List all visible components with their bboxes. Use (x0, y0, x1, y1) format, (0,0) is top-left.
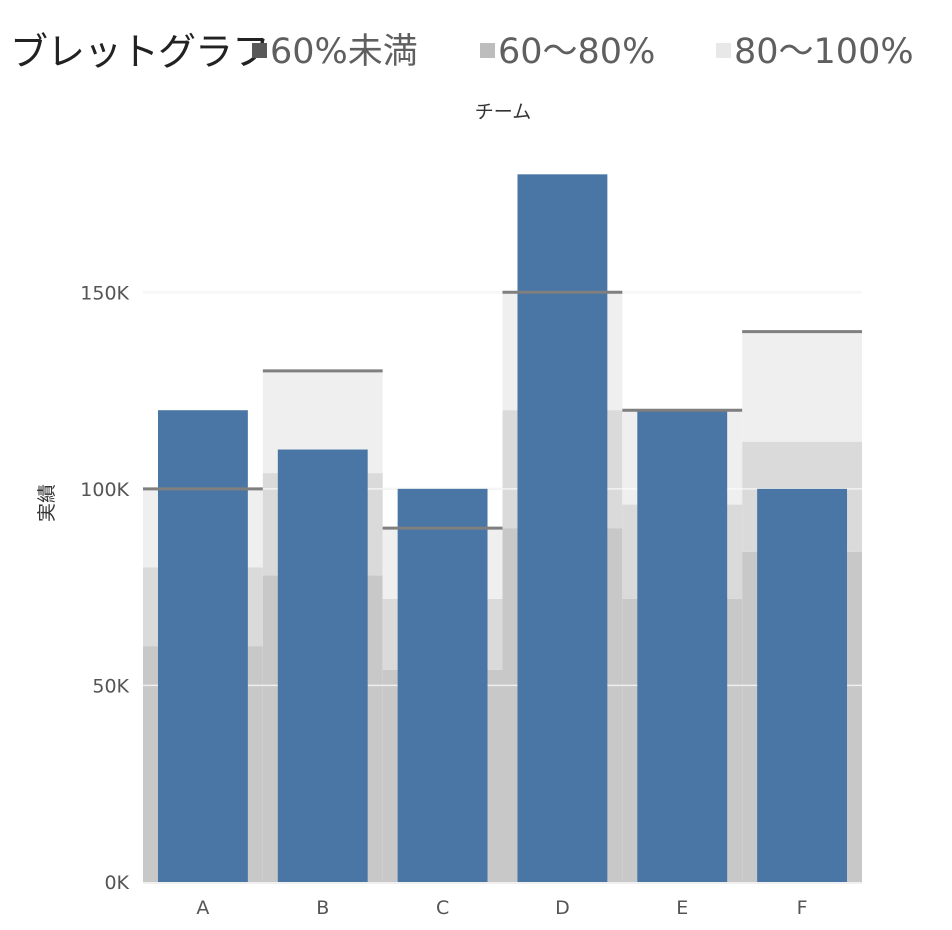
legend-swatch-icon (480, 42, 495, 58)
y-tick-label: 0K (104, 872, 129, 894)
x-tick-label: D (555, 897, 570, 919)
x-tick-label: A (196, 897, 209, 919)
y-tick-label: 50K (92, 675, 129, 697)
x-tick-label: F (797, 897, 808, 919)
band-layer (143, 291, 862, 882)
legend-item-60-80: 60〜80% (480, 18, 655, 78)
y-axis-label: 実績 (36, 484, 58, 522)
legend-label: 60%未満 (270, 31, 418, 72)
x-tick-label: C (436, 897, 449, 919)
y-tick-label: 100K (80, 479, 129, 501)
band-range (742, 331, 862, 442)
bar-c (397, 488, 488, 882)
x-tick-label: B (316, 897, 329, 919)
legend-label: 60〜80% (498, 31, 656, 72)
bar-e (637, 410, 728, 882)
axis-layer: 0K 50K 100K 150K A B C D E F (80, 282, 862, 919)
y-tick-label: 150K (80, 282, 129, 304)
column-header: チーム (475, 101, 531, 123)
legend-item-80-100: 80〜100% (716, 18, 914, 78)
bar-b (277, 449, 368, 882)
legend-swatch-icon (252, 42, 267, 58)
legend-item-below-60: 60%未満 (252, 18, 418, 78)
chart-title-text: ブレットグラフ (10, 29, 270, 74)
chart-title: ブレットグラフ (10, 18, 270, 78)
legend-swatch-icon (716, 42, 731, 58)
bar-a (157, 410, 248, 882)
bar-f (757, 488, 848, 882)
target-layer (143, 290, 862, 530)
legend-label: 80〜100% (734, 31, 914, 72)
bar-d (517, 174, 608, 882)
x-tick-label: E (676, 897, 688, 919)
